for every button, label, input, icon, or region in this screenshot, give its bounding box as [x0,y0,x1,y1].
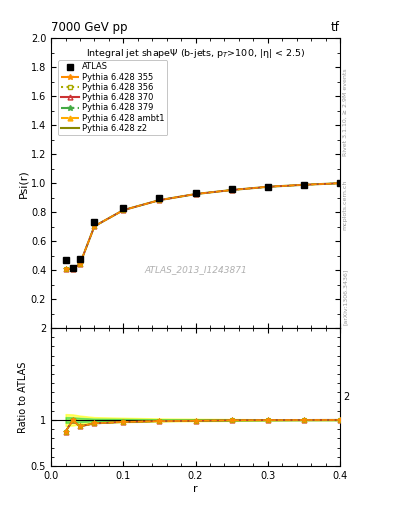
Text: tf: tf [331,21,340,34]
Text: 2: 2 [343,392,349,402]
Y-axis label: Psi(r): Psi(r) [18,169,28,198]
Text: ATLAS_2013_I1243871: ATLAS_2013_I1243871 [144,266,247,274]
Text: [arXiv:1306.3436]: [arXiv:1306.3436] [343,269,348,325]
Text: Integral jet shapeΨ (b-jets, p$_T$>100, |η| < 2.5): Integral jet shapeΨ (b-jets, p$_T$>100, … [86,47,305,60]
X-axis label: r: r [193,483,198,494]
Legend: ATLAS, Pythia 6.428 355, Pythia 6.428 356, Pythia 6.428 370, Pythia 6.428 379, P: ATLAS, Pythia 6.428 355, Pythia 6.428 35… [58,60,167,136]
Text: mcplots.cern.ch: mcplots.cern.ch [343,180,348,230]
Text: 7000 GeV pp: 7000 GeV pp [51,21,128,34]
Y-axis label: Ratio to ATLAS: Ratio to ATLAS [18,361,28,433]
Text: Rivet 3.1.10, ≥ 2.9M events: Rivet 3.1.10, ≥ 2.9M events [343,69,348,157]
